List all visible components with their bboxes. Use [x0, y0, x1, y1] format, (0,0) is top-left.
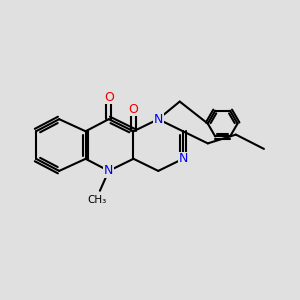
Text: N: N — [104, 164, 113, 177]
Text: N: N — [154, 113, 163, 126]
Text: O: O — [129, 103, 138, 116]
Text: O: O — [104, 91, 114, 104]
Text: N: N — [178, 152, 188, 165]
Text: CH₃: CH₃ — [87, 195, 106, 205]
